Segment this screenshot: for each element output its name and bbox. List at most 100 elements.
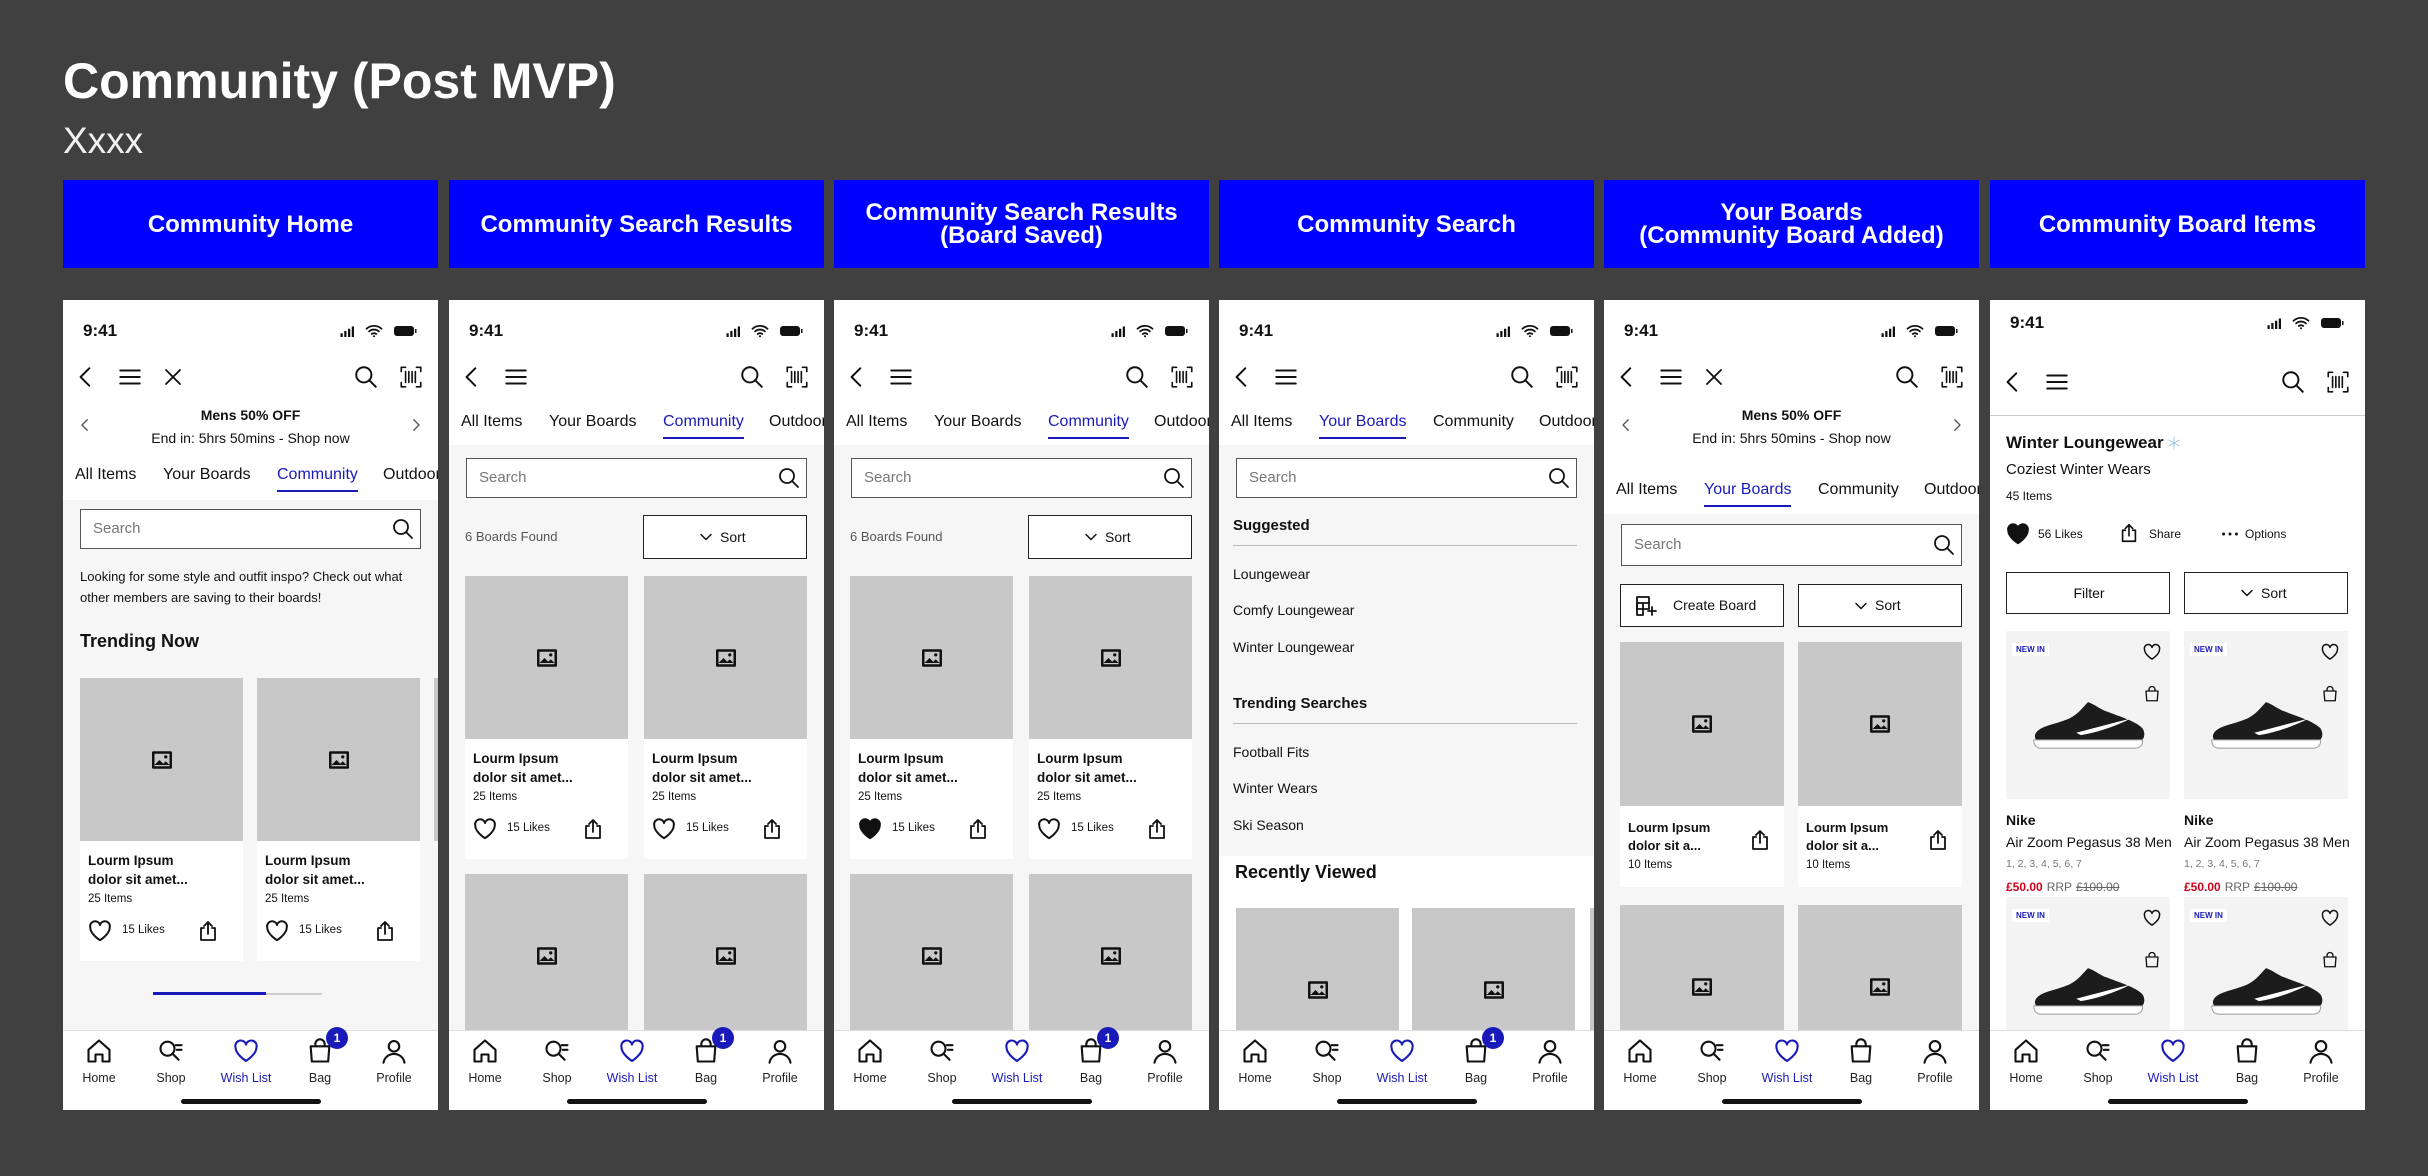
- back-button[interactable]: [1614, 364, 1640, 390]
- nav-icon[interactable]: [1388, 1037, 1416, 1065]
- search-box[interactable]: Search: [80, 509, 421, 549]
- barcode-button[interactable]: [1169, 364, 1195, 390]
- like-button[interactable]: [264, 918, 290, 944]
- nav-label[interactable]: Profile: [1917, 1070, 1953, 1085]
- nav-icon[interactable]: [2307, 1037, 2335, 1065]
- like-button[interactable]: [472, 816, 498, 842]
- suggestion[interactable]: Football Fits: [1233, 743, 1310, 760]
- nav-icon[interactable]: [306, 1037, 334, 1065]
- wishlist-button[interactable]: [2142, 642, 2162, 662]
- back-button[interactable]: [73, 364, 99, 390]
- nav-icon[interactable]: [471, 1037, 499, 1065]
- nav-label[interactable]: Wish List: [2147, 1070, 2199, 1085]
- board-card[interactable]: Lourm Ipsum dolor sit amet... 25 Items 15 L…: [80, 678, 243, 961]
- nav-label[interactable]: Bag: [1464, 1070, 1488, 1085]
- menu-button[interactable]: [503, 364, 529, 390]
- share-button[interactable]: [1926, 828, 1950, 852]
- tab[interactable]: Your Boards: [163, 466, 251, 484]
- nav-label[interactable]: Shop: [542, 1070, 572, 1085]
- back-button[interactable]: [2000, 369, 2026, 395]
- promo-next[interactable]: [1948, 416, 1966, 434]
- nav-icon[interactable]: [928, 1037, 956, 1065]
- product-card[interactable]: NEW IN Nike Air Zoom Pegasus 38 Men 1, 2, 3…: [2006, 631, 2178, 931]
- add-to-bag-button[interactable]: [2321, 685, 2339, 703]
- tab[interactable]: Your Boards: [1319, 412, 1407, 439]
- search-button[interactable]: [1124, 364, 1150, 390]
- search-button[interactable]: [2280, 369, 2306, 395]
- suggestion[interactable]: Winter Loungewear: [1233, 638, 1355, 655]
- nav-label[interactable]: Wish List: [1761, 1070, 1813, 1085]
- nav-label[interactable]: Profile: [1532, 1070, 1568, 1085]
- tab[interactable]: Outdoor: [769, 413, 824, 431]
- sort-button[interactable]: Sort: [643, 515, 807, 559]
- tab[interactable]: Outdoor: [1539, 413, 1594, 431]
- sort-button[interactable]: Sort: [1028, 515, 1192, 559]
- nav-icon[interactable]: [2012, 1037, 2040, 1065]
- nav-label[interactable]: Bag: [694, 1070, 718, 1085]
- nav-icon[interactable]: [1003, 1037, 1031, 1065]
- like-button[interactable]: [651, 816, 677, 842]
- nav-label[interactable]: Wish List: [1376, 1070, 1428, 1085]
- tab[interactable]: All Items: [75, 466, 137, 484]
- sort-button[interactable]: Sort: [2184, 572, 2348, 614]
- nav-icon[interactable]: [618, 1037, 646, 1065]
- like-button[interactable]: [2005, 521, 2031, 547]
- tab[interactable]: All Items: [1616, 481, 1678, 499]
- nav-icon[interactable]: [1698, 1037, 1726, 1065]
- tab[interactable]: Your Boards: [1704, 480, 1792, 507]
- promo-prev[interactable]: [1617, 416, 1635, 434]
- tab[interactable]: Community: [1433, 413, 1514, 431]
- nav-icon[interactable]: [1151, 1037, 1179, 1065]
- nav-label[interactable]: Bag: [308, 1070, 332, 1085]
- close-button[interactable]: [161, 365, 185, 389]
- search-box[interactable]: Search: [851, 458, 1192, 498]
- board-card[interactable]: Lourm Ipsum dolor sit amet... 25 Items 15 L…: [1029, 576, 1192, 859]
- nav-label[interactable]: Home: [2009, 1070, 2043, 1085]
- barcode-button[interactable]: [784, 364, 810, 390]
- nav-icon[interactable]: [1241, 1037, 1269, 1065]
- share-label[interactable]: Share: [2149, 526, 2182, 541]
- nav-label[interactable]: Bag: [1849, 1070, 1873, 1085]
- suggestion[interactable]: Winter Wears: [1233, 780, 1318, 797]
- wishlist-button[interactable]: [2320, 908, 2340, 928]
- tab[interactable]: Community: [277, 465, 358, 492]
- tab[interactable]: Outdoor: [1924, 481, 1979, 499]
- tab[interactable]: Community: [1048, 412, 1129, 439]
- nav-icon[interactable]: [1077, 1037, 1105, 1065]
- tab[interactable]: Your Boards: [934, 413, 1022, 431]
- tab[interactable]: Your Boards: [549, 413, 637, 431]
- menu-button[interactable]: [117, 364, 143, 390]
- nav-label[interactable]: Shop: [927, 1070, 957, 1085]
- share-button[interactable]: [581, 817, 605, 841]
- share-button[interactable]: [1748, 828, 1772, 852]
- nav-label[interactable]: Profile: [1147, 1070, 1183, 1085]
- suggestion[interactable]: Loungewear: [1233, 565, 1311, 582]
- share-button[interactable]: [966, 817, 990, 841]
- like-button[interactable]: [857, 816, 883, 842]
- nav-label[interactable]: Shop: [1697, 1070, 1727, 1085]
- nav-icon[interactable]: [766, 1037, 794, 1065]
- share-button[interactable]: [2118, 522, 2140, 544]
- search-box[interactable]: Search: [1621, 524, 1962, 566]
- nav-icon[interactable]: [1773, 1037, 1801, 1065]
- nav-label[interactable]: Profile: [376, 1070, 412, 1085]
- nav-label[interactable]: Bag: [1079, 1070, 1103, 1085]
- sort-button[interactable]: Sort: [1798, 584, 1962, 627]
- wishlist-button[interactable]: [2320, 642, 2340, 662]
- tab[interactable]: Outdoor: [1154, 413, 1209, 431]
- nav-icon[interactable]: [1462, 1037, 1490, 1065]
- nav-icon[interactable]: [1626, 1037, 1654, 1065]
- options-label[interactable]: Options: [2245, 526, 2287, 541]
- tab[interactable]: All Items: [846, 413, 908, 431]
- barcode-button[interactable]: [398, 364, 424, 390]
- board-card[interactable]: Lourm Ipsum dolor sit amet... 25 Items 15 L…: [850, 576, 1013, 859]
- suggestion[interactable]: Comfy Loungewear: [1233, 602, 1355, 619]
- wishlist-button[interactable]: [2142, 908, 2162, 928]
- nav-icon[interactable]: [2159, 1037, 2187, 1065]
- nav-icon[interactable]: [1313, 1037, 1341, 1065]
- nav-label[interactable]: Home: [468, 1070, 502, 1085]
- nav-label[interactable]: Wish List: [220, 1070, 272, 1085]
- nav-icon[interactable]: [1921, 1037, 1949, 1065]
- nav-icon[interactable]: [157, 1037, 185, 1065]
- share-button[interactable]: [373, 919, 397, 943]
